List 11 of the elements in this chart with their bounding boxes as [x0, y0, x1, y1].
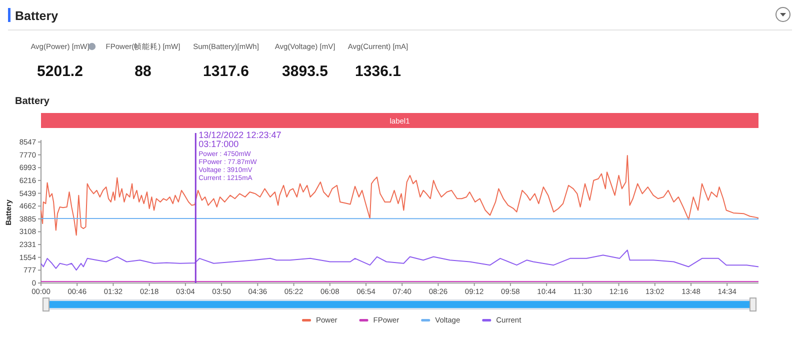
- annotation: 03:17:000: [198, 139, 239, 149]
- text: Battery: [15, 9, 58, 23]
- chart-title: Battery: [15, 96, 50, 107]
- text: 13/12/2022 12:23:47: [198, 130, 282, 140]
- line-series: [40, 250, 759, 271]
- data-label: 3893.5: [282, 63, 328, 80]
- data-label: 5201.2: [37, 63, 83, 80]
- data-label: 1317.6: [203, 63, 249, 80]
- line-series: [40, 154, 759, 236]
- data-label: 88: [134, 63, 152, 80]
- data-label: 1336.1: [355, 63, 401, 80]
